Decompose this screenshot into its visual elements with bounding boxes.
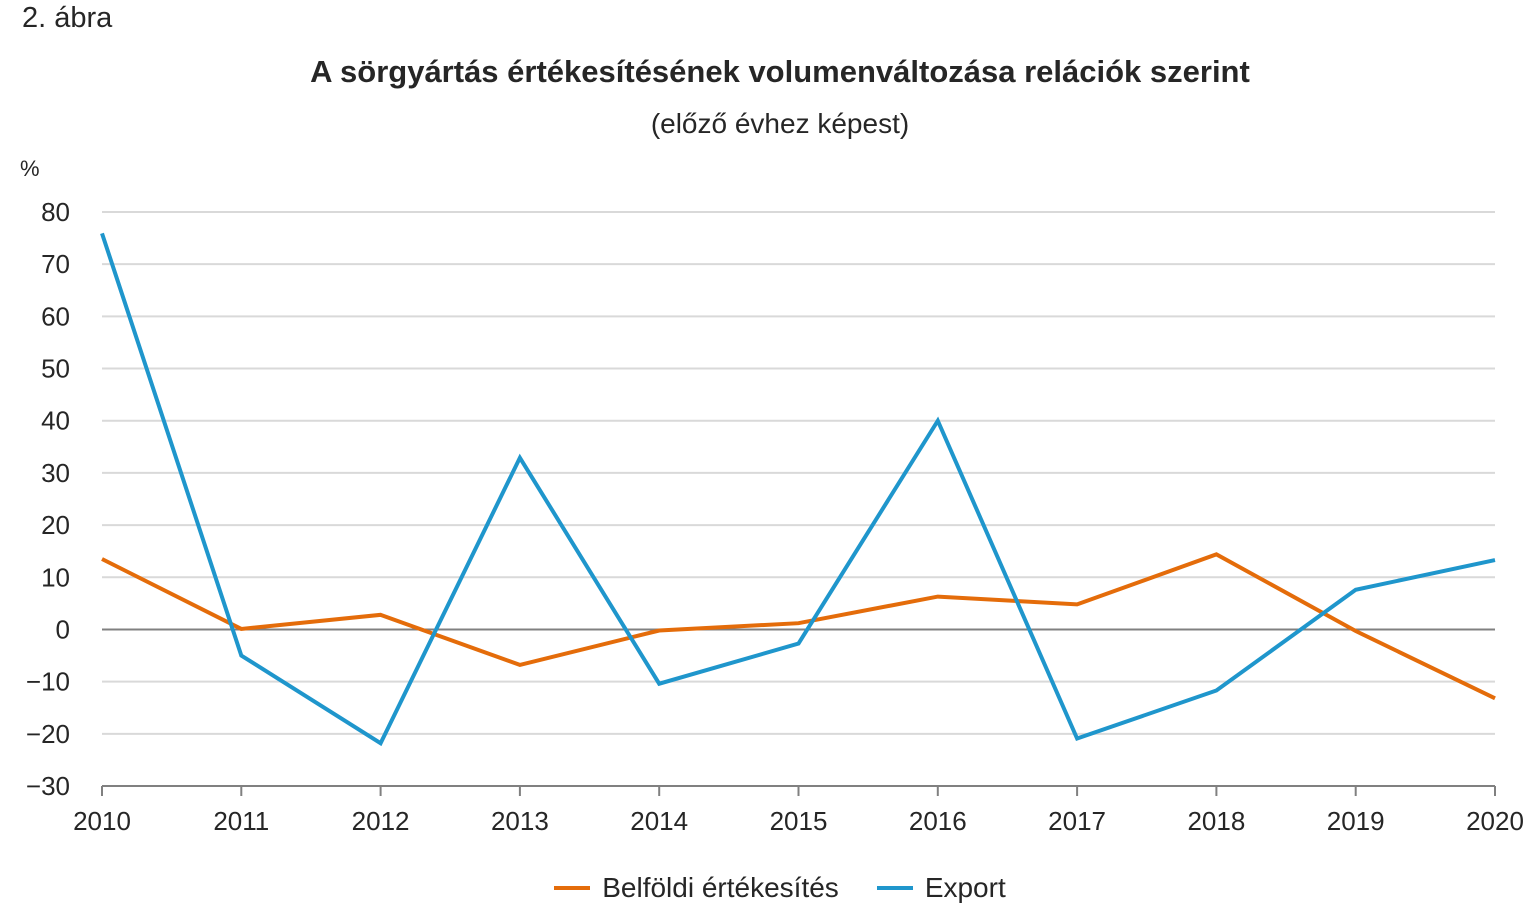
x-tick-label: 2012 (352, 806, 410, 836)
x-tick-label: 2019 (1327, 806, 1385, 836)
y-tick-label: 10 (41, 562, 70, 592)
legend-label-domestic: Belföldi értékesítés (602, 872, 839, 903)
y-tick-label: 60 (41, 301, 70, 331)
gridlines (102, 211, 1495, 735)
x-tick-label: 2013 (491, 806, 549, 836)
x-tick-label: 2015 (770, 806, 828, 836)
series-lines (100, 232, 1496, 747)
x-tick-label: 2014 (630, 806, 688, 836)
y-tick-label: 30 (41, 458, 70, 488)
x-tick-label: 2010 (73, 806, 131, 836)
y-tick-label: −10 (26, 667, 70, 697)
y-tick-labels: 80 70 60 50 40 30 20 10 0 −10 −20 −30 (26, 197, 70, 801)
x-tick-label: 2017 (1048, 806, 1106, 836)
x-tick-label: 2020 (1466, 806, 1524, 836)
x-tick-label: 2011 (213, 806, 269, 836)
figure-label: 2. ábra (22, 2, 113, 34)
x-tick-label: 2016 (909, 806, 967, 836)
y-tick-label: 70 (41, 249, 70, 279)
y-tick-label: 50 (41, 354, 70, 384)
y-tick-label: −20 (26, 719, 70, 749)
y-tick-label: 80 (41, 197, 70, 227)
series-line-export (100, 232, 1496, 747)
y-tick-label: 20 (41, 510, 70, 540)
chart-subtitle: (előző évhez képest) (650, 108, 910, 139)
legend-swatch-domestic (554, 886, 591, 890)
axes (101, 628, 1496, 796)
legend-swatch-export (876, 886, 913, 890)
y-tick-label: −30 (26, 771, 70, 801)
y-axis-unit-label: % (20, 156, 40, 181)
chart-title: A sörgyártás értékesítésének volumenvált… (310, 54, 1250, 89)
legend-item-domestic: Belföldi értékesítés (554, 872, 839, 904)
legend-label-export: Export (924, 872, 1006, 903)
legend: Belföldi értékesítés Export (0, 872, 1533, 904)
x-tick-label: 2018 (1187, 806, 1245, 836)
x-tick-labels: 2010 2011 2012 2013 2014 2015 2016 2017 2018 2019… (73, 806, 1524, 836)
y-tick-label: 40 (41, 406, 70, 436)
series-line-domestic (101, 552, 1496, 701)
legend-item-export: Export (876, 872, 1006, 904)
y-tick-label: 0 (56, 614, 70, 644)
